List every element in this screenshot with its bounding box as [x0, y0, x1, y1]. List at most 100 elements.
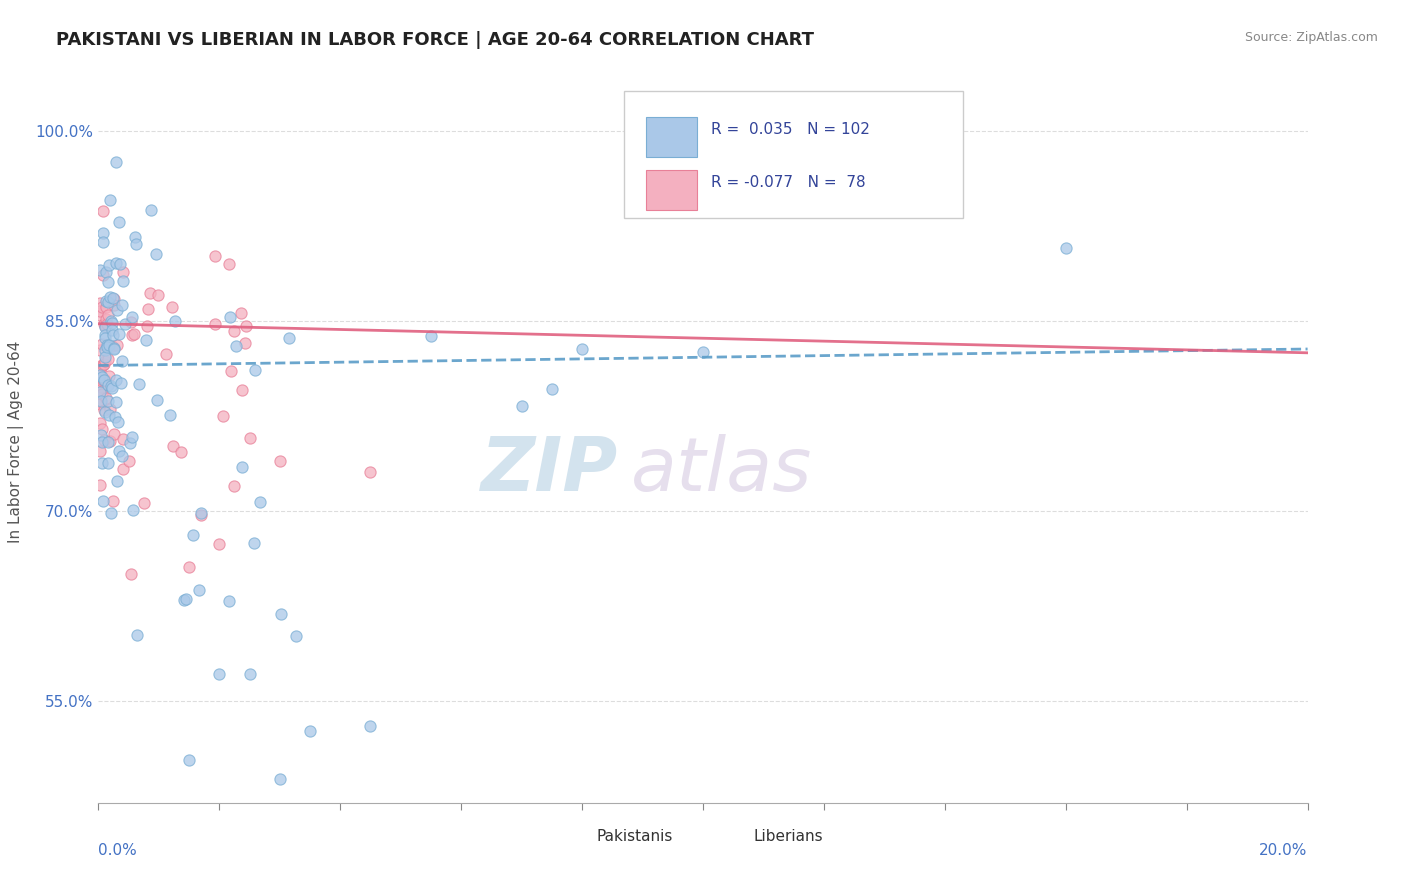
Point [89, 477, 111, 491]
Point [89, 359, 111, 374]
Point [103, 343, 125, 357]
Point [91, 374, 114, 388]
Point [229, 306, 252, 320]
Point [235, 319, 257, 334]
Point [125, 236, 148, 251]
Point [91, 337, 114, 351]
Point [179, 560, 201, 574]
Point [100, 290, 122, 304]
Point [97, 434, 120, 449]
Point [204, 317, 226, 331]
Point [100, 314, 122, 328]
Point [571, 342, 593, 356]
Point [135, 318, 157, 333]
Point [91, 300, 114, 314]
Point [93, 373, 115, 387]
Point [97, 408, 120, 422]
Point [93, 404, 115, 418]
Point [120, 567, 142, 582]
Point [93, 319, 115, 334]
Point [94, 391, 117, 405]
Point [93, 235, 115, 249]
Point [90, 394, 112, 409]
Point [360, 465, 382, 479]
Point [135, 333, 157, 347]
Y-axis label: In Labor Force | Age 20-64: In Labor Force | Age 20-64 [8, 341, 24, 542]
Point [93, 317, 115, 331]
Point [104, 154, 127, 169]
Bar [564, 826, 591, 847]
Point [124, 229, 146, 244]
Point [97, 275, 120, 289]
Point [96, 301, 118, 315]
Point [103, 341, 125, 355]
Point [146, 392, 169, 407]
Point [111, 274, 134, 288]
Point [98, 194, 121, 208]
Point [204, 249, 226, 263]
Point [239, 431, 262, 445]
Point [103, 494, 125, 508]
Point [97, 368, 120, 383]
Point [93, 433, 115, 447]
Point [162, 439, 184, 453]
Point [93, 357, 115, 371]
Point [225, 339, 247, 353]
Point [89, 303, 111, 318]
Point [90, 428, 112, 442]
Point [97, 457, 120, 471]
Point [122, 326, 145, 341]
Point [91, 434, 114, 449]
Point [120, 315, 142, 329]
Point [173, 593, 195, 607]
Point [89, 383, 111, 397]
Text: PAKISTANI VS LIBERIAN IN LABOR FORCE | AGE 20-64 CORRELATION CHART: PAKISTANI VS LIBERIAN IN LABOR FORCE | A… [56, 31, 814, 49]
Point [110, 376, 132, 390]
Point [98, 402, 121, 417]
Point [101, 323, 124, 337]
Point [190, 508, 212, 522]
Point [224, 324, 246, 338]
Point [278, 330, 301, 344]
Point [1054, 241, 1077, 255]
Point [105, 475, 128, 489]
Point [107, 415, 129, 429]
Point [231, 459, 253, 474]
Point [155, 347, 177, 361]
Point [360, 719, 382, 733]
Point [91, 203, 114, 218]
Point [208, 537, 231, 551]
Point [211, 409, 233, 424]
Point [94, 294, 117, 309]
Text: R = -0.077   N =  78: R = -0.077 N = 78 [711, 175, 866, 190]
Point [91, 373, 114, 387]
Point [146, 288, 169, 302]
Point [101, 327, 124, 342]
Bar [647, 169, 697, 210]
Point [97, 295, 120, 310]
Point [97, 352, 120, 367]
Point [139, 203, 162, 218]
Point [108, 215, 131, 229]
Point [692, 345, 714, 359]
Point [219, 364, 242, 378]
Point [89, 368, 111, 383]
Text: 0.0%: 0.0% [98, 843, 138, 857]
Point [96, 338, 118, 352]
Point [90, 456, 112, 470]
Point [97, 258, 120, 272]
Point [103, 426, 125, 441]
Bar [721, 826, 748, 847]
Point [111, 433, 134, 447]
Point [139, 285, 162, 300]
Point [91, 422, 114, 436]
Point [121, 327, 143, 342]
Point [89, 417, 111, 431]
FancyBboxPatch shape [624, 91, 963, 218]
Text: ZIP: ZIP [481, 434, 619, 507]
Point [165, 314, 187, 328]
Point [89, 308, 111, 322]
Point [96, 340, 118, 354]
Point [108, 444, 131, 458]
Point [111, 298, 134, 312]
